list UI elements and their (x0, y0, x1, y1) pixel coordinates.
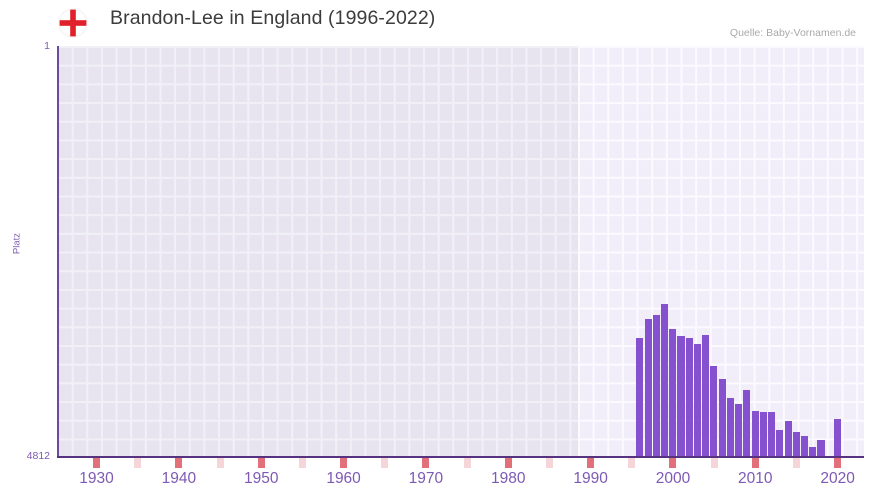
x-tick-mark-2020 (834, 458, 842, 468)
bar-2009[interactable] (743, 389, 751, 457)
bar-1997[interactable] (644, 319, 652, 457)
x-tick-label-1930: 1930 (79, 470, 114, 487)
x-tick-mark-2015 (792, 458, 800, 468)
page-title: Brandon-Lee in England (1996-2022) (110, 7, 436, 29)
bar-2015[interactable] (792, 432, 800, 457)
bar-2002[interactable] (685, 338, 693, 457)
x-axis-ticks: 1930 1940 1950 1960 1970 1980 1990 2000 2010 2020 (57, 458, 864, 502)
x-tick-mark-1945 (216, 458, 224, 468)
source-attribution: Quelle: Baby-Vornamen.de (729, 27, 856, 39)
x-tick-label-2000: 2000 (655, 470, 691, 487)
x-tick-mark-2000 (669, 458, 677, 468)
bar-1996[interactable] (636, 337, 644, 457)
plot-area (57, 46, 864, 457)
chart-header: Brandon-Lee in England (1996-2022) Quell… (0, 0, 873, 44)
plot-grid-data-range (578, 46, 864, 457)
plot-grid-historical (57, 46, 578, 457)
x-tick-label-2020: 2020 (820, 470, 855, 487)
x-tick-label-1960: 1960 (326, 470, 361, 487)
bar-2008[interactable] (735, 403, 743, 457)
x-tick-mark-1975 (463, 458, 471, 468)
y-axis-line (57, 46, 59, 457)
x-tick-label-2010: 2010 (738, 470, 773, 487)
y-axis-tick-bottom: 4812 (26, 450, 50, 462)
x-axis-line (57, 456, 864, 458)
bar-2018[interactable] (817, 440, 825, 457)
x-tick-mark-1970 (422, 458, 430, 468)
bar-2003[interactable] (693, 344, 702, 457)
x-tick-mark-1960 (340, 458, 348, 468)
x-tick-mark-1930 (93, 458, 101, 468)
x-tick-mark-1980 (504, 458, 512, 468)
bar-2011[interactable] (759, 411, 767, 457)
x-tick-mark-1995 (628, 458, 636, 468)
x-tick-label-1980: 1980 (491, 470, 526, 487)
bar-2016[interactable] (801, 436, 809, 457)
x-tick-mark-1950 (257, 458, 265, 468)
bar-2004[interactable] (702, 334, 710, 457)
y-axis-tick-top: 1 (44, 40, 50, 52)
x-tick-mark-1955 (298, 458, 306, 468)
x-tick-mark-1985 (545, 458, 553, 468)
bar-1998[interactable] (652, 315, 660, 457)
bar-series (57, 46, 864, 457)
bar-2020[interactable] (833, 418, 842, 457)
x-tick-mark-1990 (587, 458, 595, 468)
x-tick-mark-1940 (175, 458, 183, 468)
x-tick-label-1990: 1990 (573, 470, 608, 487)
bar-2014[interactable] (784, 421, 792, 457)
bar-2007[interactable] (726, 397, 734, 457)
x-tick-label-1970: 1970 (408, 470, 444, 487)
bar-2006[interactable] (718, 379, 726, 457)
bar-2000[interactable] (669, 328, 677, 457)
bar-2017[interactable] (809, 447, 817, 457)
x-tick-label-1950: 1950 (243, 470, 279, 487)
x-tick-mark-2010 (751, 458, 759, 468)
x-tick-label-1940: 1940 (161, 470, 197, 487)
bar-2001[interactable] (677, 335, 685, 457)
bar-2013[interactable] (776, 430, 784, 457)
y-axis-title: Platz (11, 232, 23, 255)
england-flag-icon (58, 8, 88, 38)
x-tick-mark-2005 (710, 458, 718, 468)
x-tick-mark-1935 (134, 458, 142, 468)
bar-2012[interactable] (768, 411, 776, 457)
bar-1999[interactable] (661, 303, 669, 457)
x-tick-mark-1965 (381, 458, 389, 468)
bar-2010[interactable] (751, 410, 759, 457)
bar-2005[interactable] (710, 366, 718, 457)
